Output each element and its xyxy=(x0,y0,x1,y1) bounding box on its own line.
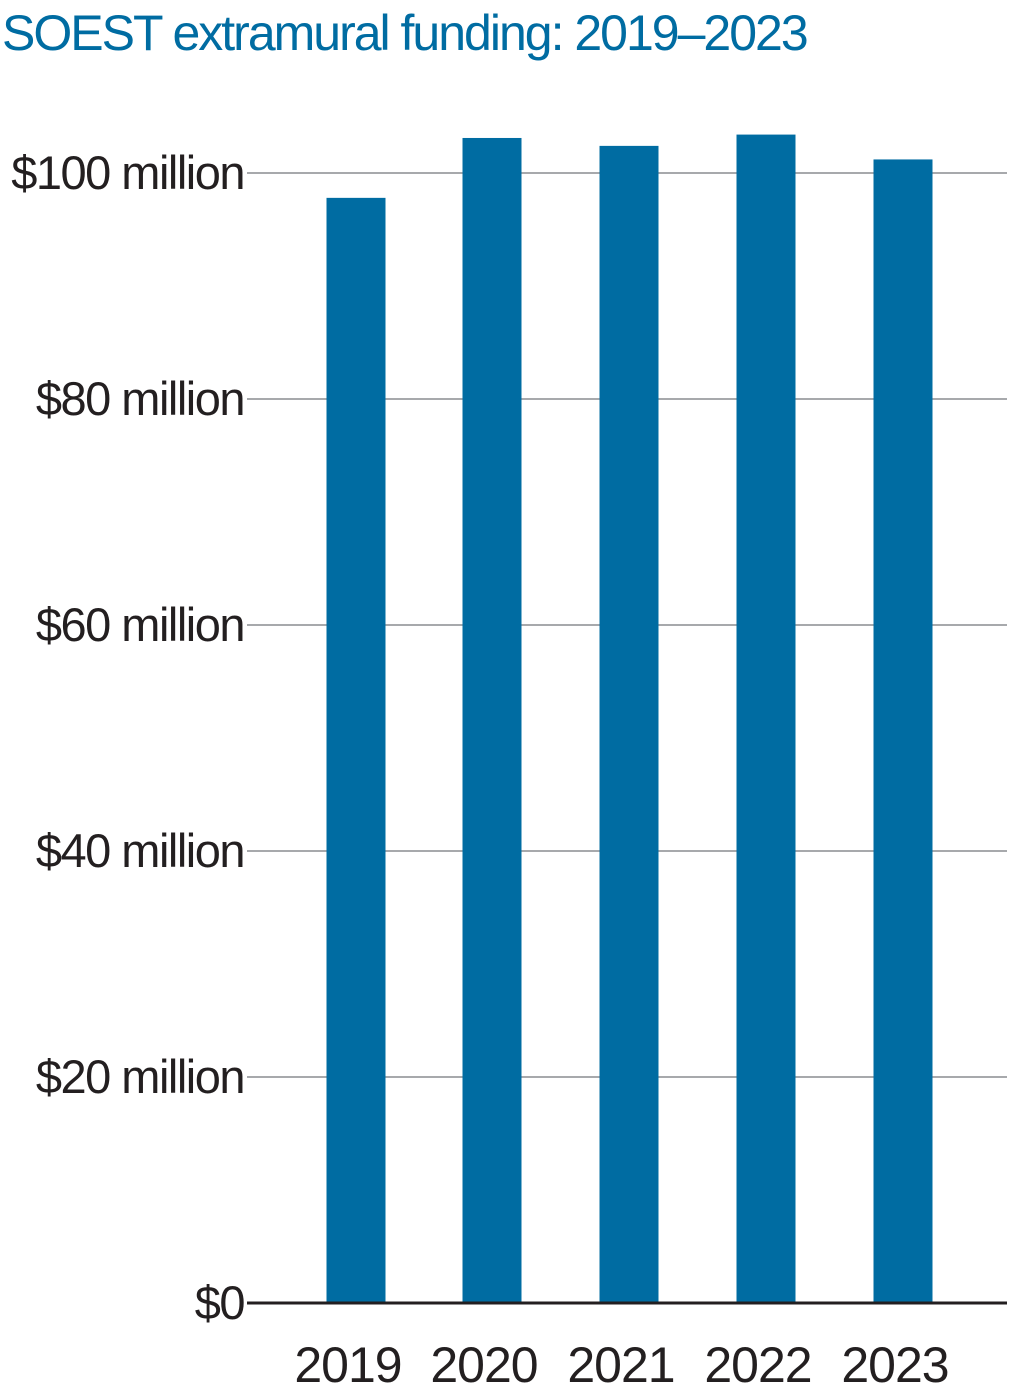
bar-2020 xyxy=(462,137,522,1304)
bars xyxy=(326,134,933,1304)
bar-2021 xyxy=(599,145,659,1303)
bar-2022 xyxy=(736,134,796,1304)
y-tick-labels: $0 $20 million $40 million $60 million $80 m… xyxy=(11,146,246,1329)
x-tick-label: 2019 xyxy=(294,1337,401,1389)
x-tick-label: 2020 xyxy=(430,1337,537,1389)
y-tick-label: $0 xyxy=(195,1276,245,1329)
x-tick-label: 2021 xyxy=(567,1337,674,1389)
bar-2023 xyxy=(873,159,933,1304)
y-tick-label: $60 million xyxy=(36,598,244,651)
y-tick-label: $20 million xyxy=(36,1050,244,1103)
bar-2019 xyxy=(326,197,386,1304)
y-tick-label: $80 million xyxy=(36,372,244,425)
chart-title: SOEST extramural funding: 2019–2023 xyxy=(2,5,809,61)
y-tick-label: $40 million xyxy=(36,824,244,877)
y-tick-label: $100 million xyxy=(11,146,244,199)
x-tick-labels: 2019 2020 2021 2022 2023 xyxy=(294,1337,949,1389)
x-tick-label: 2023 xyxy=(841,1337,948,1389)
x-tick-label: 2022 xyxy=(704,1337,811,1389)
